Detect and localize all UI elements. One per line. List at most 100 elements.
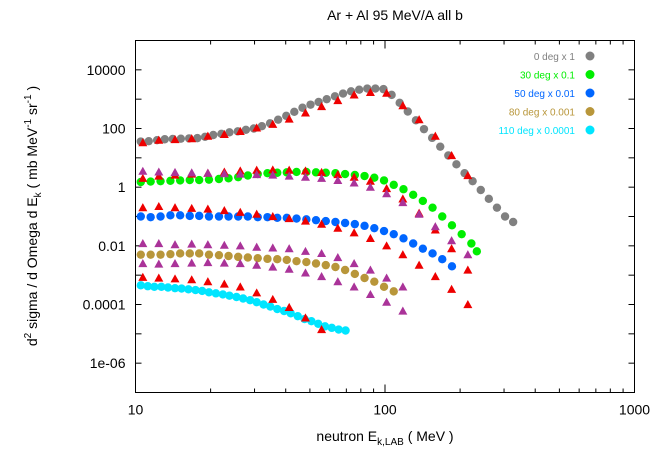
data-point [284, 302, 294, 311]
data-point [138, 203, 148, 212]
data-point [154, 239, 164, 248]
data-point [399, 185, 408, 194]
data-point [398, 198, 408, 207]
data-point [428, 203, 437, 212]
data-point [463, 250, 473, 259]
data-point [349, 228, 359, 237]
data-point [252, 288, 262, 297]
data-point [286, 309, 295, 318]
data-point [157, 282, 166, 292]
y-tick-label: 1e-06 [90, 355, 126, 371]
data-point [408, 190, 418, 199]
legend-label: 30 deg x 0.1 [520, 71, 575, 82]
data-point [398, 282, 408, 291]
data-point [331, 217, 340, 227]
data-point [150, 282, 159, 292]
data-point [290, 107, 299, 117]
data-point [243, 171, 253, 180]
data-point [219, 206, 229, 215]
x-tick-label: 10 [128, 402, 144, 418]
data-point [438, 212, 447, 221]
data-point [298, 103, 307, 112]
data-point [273, 115, 283, 124]
series-5 [138, 87, 473, 334]
data-point [252, 260, 262, 269]
data-point [340, 265, 350, 275]
data-point [235, 207, 245, 216]
data-point [452, 160, 461, 169]
y-tick-label: 0.01 [98, 238, 125, 254]
data-point [282, 255, 291, 265]
data-point [457, 229, 466, 239]
data-point [414, 260, 424, 269]
data-point [389, 229, 398, 239]
data-point [235, 258, 245, 268]
data-point [170, 203, 180, 212]
data-point [154, 201, 164, 211]
legend-marker [585, 107, 595, 116]
legend-marker [585, 88, 595, 98]
data-point [311, 215, 321, 225]
data-point [307, 316, 316, 326]
chart-title: Ar + Al 95 MeV/A all b [327, 7, 463, 23]
data-point [225, 128, 234, 137]
data-point [430, 222, 440, 231]
data-point [467, 239, 476, 248]
data-point [418, 196, 428, 206]
data-point [138, 272, 148, 281]
data-point [268, 243, 278, 252]
data-point [268, 119, 278, 128]
data-point [209, 130, 218, 140]
data-point [317, 325, 327, 334]
data-point [365, 265, 375, 274]
data-point [219, 240, 229, 249]
data-point [203, 131, 213, 140]
data-point [166, 249, 175, 259]
x-axis-label: neutron Ek,LAB ( MeV ) [316, 428, 453, 448]
data-point [185, 211, 194, 221]
data-point [187, 258, 197, 267]
data-point [225, 291, 234, 300]
series-3 [136, 249, 398, 296]
data-point [438, 255, 447, 264]
x-axis-ticks: 10 100 1000 [128, 40, 650, 418]
data-point [185, 175, 194, 185]
data-point [370, 277, 379, 286]
data-point [430, 272, 440, 281]
data-point [156, 212, 165, 221]
data-point [333, 253, 343, 262]
data-point [333, 175, 343, 185]
data-point [154, 273, 164, 282]
data-point [349, 172, 359, 181]
data-point [203, 204, 213, 213]
y-tick-label: 1 [118, 179, 126, 195]
data-point [187, 203, 197, 212]
data-point [224, 212, 233, 221]
data-point [163, 283, 173, 292]
data-point [204, 288, 214, 297]
legend-marker [585, 125, 595, 135]
data-point [273, 255, 282, 264]
data-point [382, 184, 392, 193]
data-point [492, 203, 502, 212]
data-point [143, 282, 152, 291]
data-point [379, 226, 389, 236]
legend-label: 50 deg x 0.01 [514, 89, 575, 100]
data-point [382, 88, 392, 97]
data-point [414, 115, 424, 124]
data-point [146, 212, 155, 222]
data-point [187, 168, 197, 177]
data-point [447, 244, 457, 253]
y-tick-label: 10000 [87, 62, 126, 78]
data-point [484, 194, 494, 204]
data-point [235, 282, 245, 291]
data-point [263, 254, 272, 264]
data-point [447, 151, 457, 160]
data-point [232, 292, 241, 302]
data-point [170, 167, 180, 176]
data-point [399, 234, 408, 243]
data-point [321, 216, 330, 226]
data-point [387, 90, 396, 100]
data-point [284, 171, 294, 180]
